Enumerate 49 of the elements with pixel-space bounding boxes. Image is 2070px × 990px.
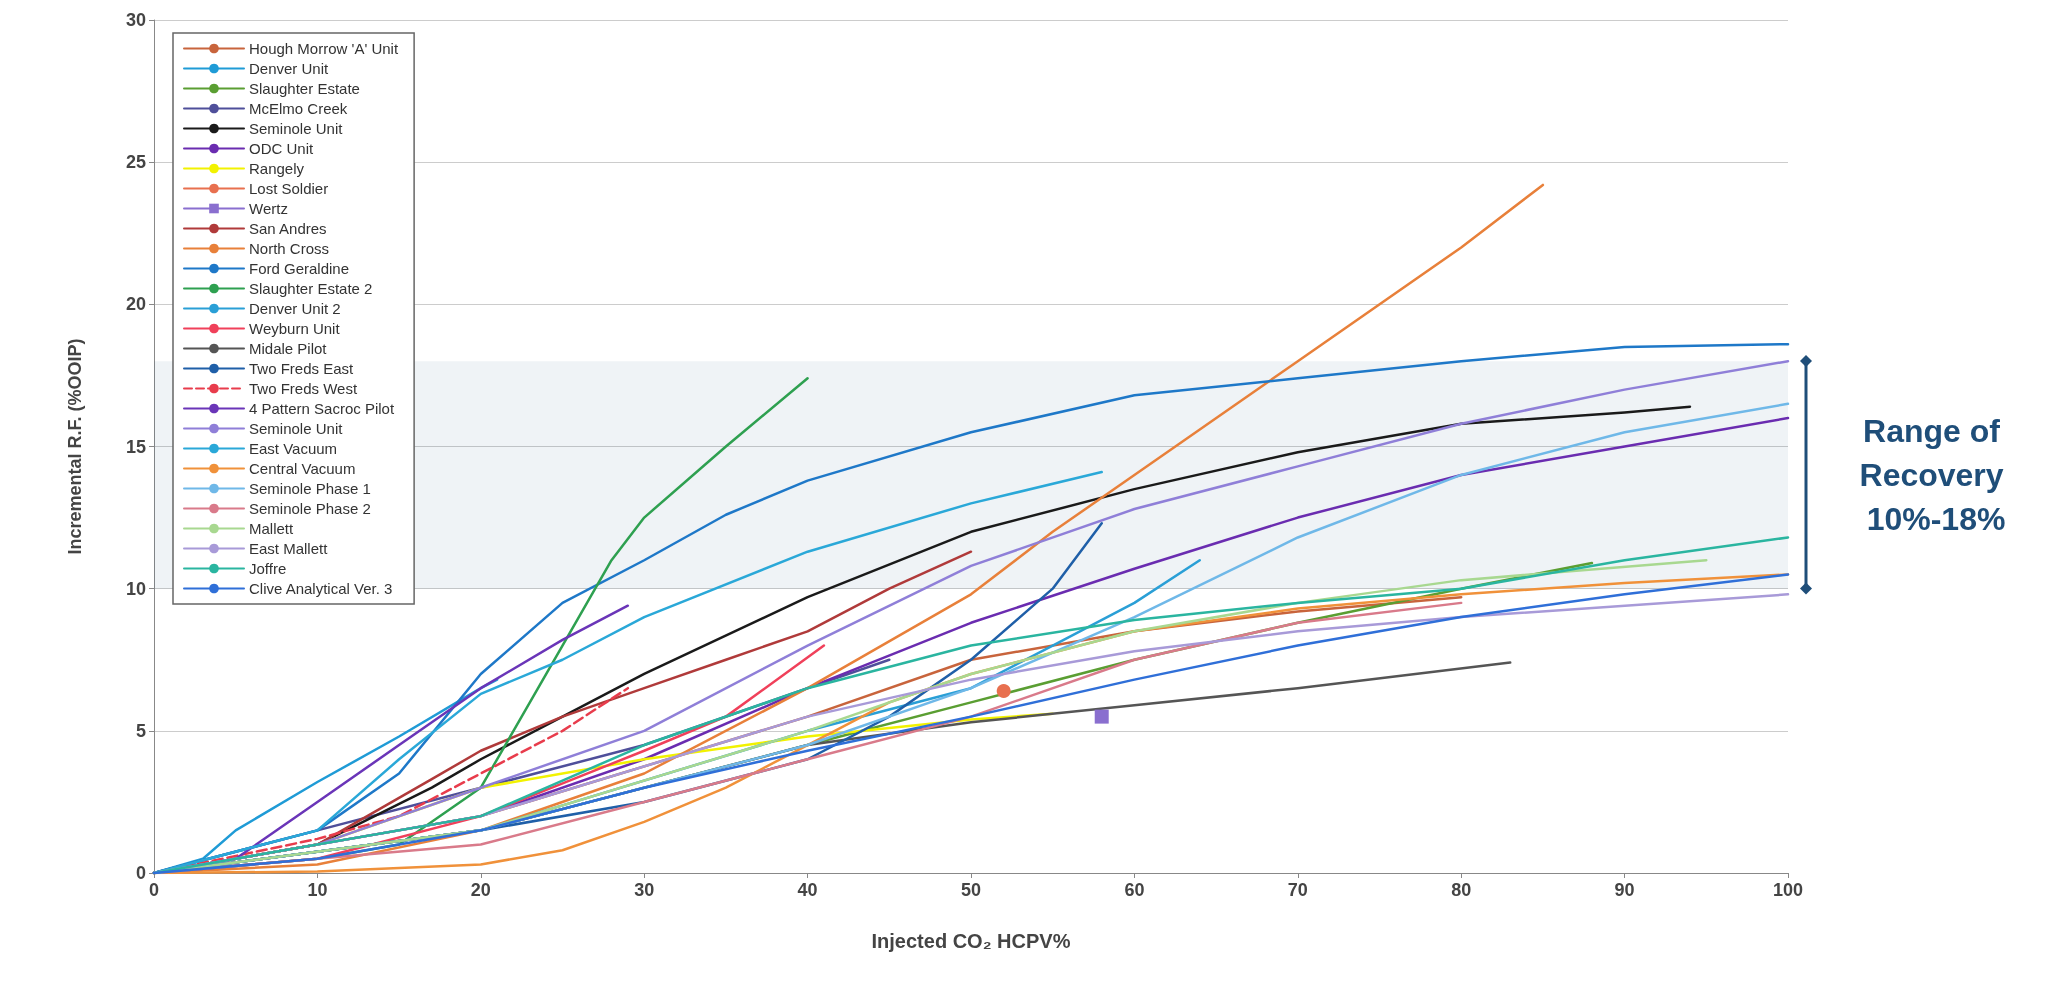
legend-label: Rangely: [249, 160, 305, 177]
y-tick-label: 15: [125, 436, 146, 457]
legend-label: San Andres: [249, 220, 327, 237]
y-tick-label: 30: [125, 10, 146, 30]
legend-label: Slaughter Estate 2: [249, 280, 373, 297]
legend-label: Midale Pilot: [249, 340, 328, 357]
legend-label: Slaughter Estate: [249, 80, 360, 97]
legend-label: Joffre: [249, 560, 287, 577]
x-tick-label: 70: [1287, 880, 1308, 900]
y-tick-label: 10: [125, 578, 146, 599]
legend-label: North Cross: [249, 240, 330, 257]
legend-label: Ford Geraldine: [249, 260, 350, 277]
x-tick-label: 50: [960, 880, 982, 900]
legend-label: Central Vacuum: [249, 460, 356, 477]
x-tick-label: 80: [1451, 880, 1472, 900]
legend-label: Wertz: [249, 200, 288, 217]
y-tick-label: 5: [135, 720, 146, 741]
legend-label: Weyburn Unit: [249, 320, 341, 337]
legend-label: Seminole Phase 1: [249, 480, 371, 497]
legend-label: Hough Morrow 'A' Unit: [249, 40, 399, 57]
y-tick-label: 20: [125, 294, 146, 315]
x-tick-label: 60: [1124, 880, 1145, 900]
x-tick-label: 10: [307, 880, 328, 900]
legend-label: East Vacuum: [249, 440, 338, 457]
legend-label: Seminole Unit: [249, 420, 344, 437]
x-axis-title: Injected CO₂ HCPV%: [871, 930, 1071, 952]
legend-label: Seminole Unit: [249, 120, 344, 137]
legend-label: Seminole Phase 2: [249, 500, 371, 517]
legend-label: ODC Unit: [249, 140, 315, 157]
legend-label: Denver Unit: [249, 60, 330, 77]
legend-label: Lost Soldier: [249, 180, 329, 197]
x-tick-label: 100: [1772, 880, 1804, 900]
legend-label: Mallett: [249, 520, 295, 537]
legend-label: McElmo Creek: [249, 100, 348, 117]
band-label: Range of Recovery 10%-18%: [1859, 412, 2013, 537]
x-tick-label: 0: [148, 880, 160, 900]
legend-label: Two Freds West: [249, 380, 358, 397]
legend-label: East Mallett: [249, 540, 329, 557]
legend-label: Denver Unit 2: [249, 300, 341, 317]
x-tick-label: 30: [634, 880, 655, 900]
y-tick-label: 25: [125, 152, 146, 173]
legend-label: Clive Analytical Ver. 3: [249, 580, 393, 597]
x-tick-label: 20: [470, 880, 491, 900]
x-tick-label: 90: [1614, 880, 1635, 900]
y-tick-label: 0: [135, 863, 146, 883]
legend-label: 4 Pattern Sacroc Pilot: [249, 400, 395, 417]
y-axis-title: Incremental R.F. (%OOIP): [65, 338, 85, 555]
legend-label: Two Freds East: [249, 360, 355, 377]
x-tick-label: 40: [797, 880, 818, 900]
